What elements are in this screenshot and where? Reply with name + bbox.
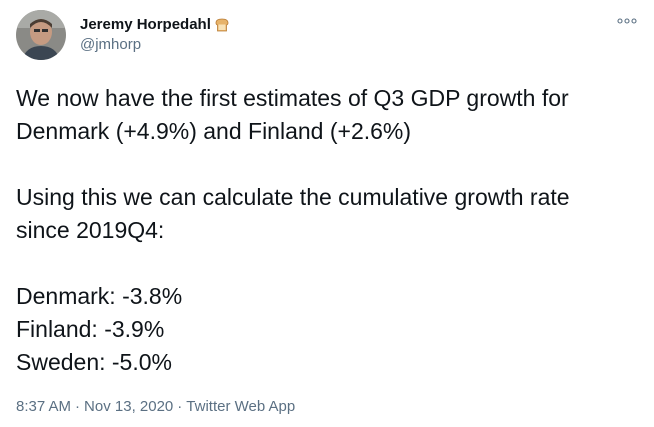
avatar[interactable] xyxy=(16,10,66,60)
tweet-paragraph-3: Denmark: -3.8% Finland: -3.9% Sweden: -5… xyxy=(16,283,183,375)
bread-icon xyxy=(214,17,230,33)
name-row: Jeremy Horpedahl xyxy=(80,15,230,35)
tweet-source[interactable]: Twitter Web App xyxy=(186,398,296,415)
meta-separator: · xyxy=(177,398,183,415)
meta-separator: · xyxy=(75,398,81,415)
tweet-text: We now have the first estimates of Q3 GD… xyxy=(16,82,636,379)
paragraph-spacer xyxy=(16,247,636,280)
user-handle[interactable]: @jmhorp xyxy=(80,36,142,53)
tweet-date[interactable]: Nov 13, 2020 xyxy=(84,398,174,415)
profile-photo xyxy=(16,10,66,60)
paragraph-spacer xyxy=(16,148,636,181)
tweet-paragraph-1: We now have the first estimates of Q3 GD… xyxy=(16,85,569,144)
tweet-paragraph-2: Using this we can calculate the cumulati… xyxy=(16,184,570,243)
tweet-time[interactable]: 8:37 AM xyxy=(16,398,72,415)
tweet-author: Jeremy Horpedahl @jmhorp xyxy=(80,15,230,55)
display-name[interactable]: Jeremy Horpedahl xyxy=(80,16,211,33)
more-options-icon[interactable] xyxy=(616,14,638,28)
tweet-metadata: 8:37 AM · Nov 13, 2020 · Twitter Web App xyxy=(16,397,295,417)
